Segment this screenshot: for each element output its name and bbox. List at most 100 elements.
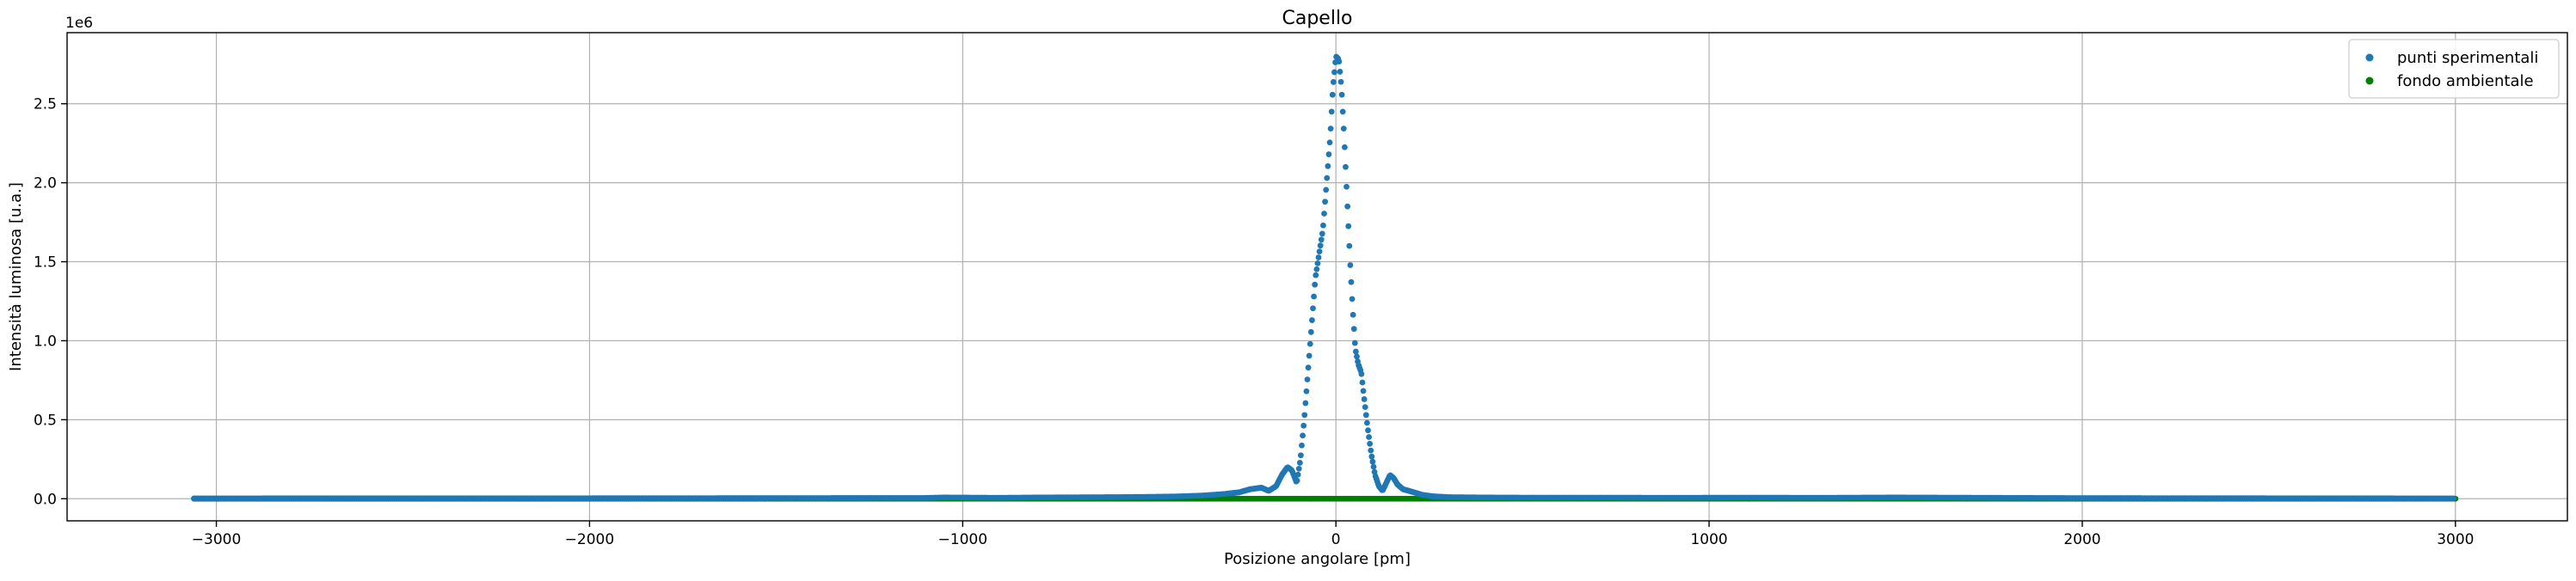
data-point-punti-sperimentali — [1305, 364, 1312, 371]
data-point-punti-sperimentali — [1330, 79, 1337, 85]
data-point-punti-sperimentali — [1301, 412, 1308, 419]
data-point-punti-sperimentali — [1341, 144, 1348, 150]
data-point-punti-sperimentali — [1325, 151, 1332, 157]
data-point-punti-sperimentali — [1337, 78, 1344, 85]
data-point-punti-sperimentali — [1294, 471, 1301, 478]
data-point-punti-sperimentali — [1306, 352, 1313, 359]
data-point-punti-sperimentali — [1307, 328, 1314, 335]
data-point-punti-sperimentali — [1362, 412, 1369, 419]
data-point-punti-sperimentali — [1359, 379, 1366, 386]
data-point-punti-sperimentali — [1331, 69, 1337, 76]
data-point-punti-sperimentali — [1346, 242, 1353, 249]
data-point-punti-sperimentali — [1325, 162, 1331, 169]
data-point-punti-sperimentali — [1309, 317, 1315, 323]
data-point-punti-sperimentali — [1362, 404, 1368, 411]
plot-frame — [66, 32, 2568, 522]
data-point-punti-sperimentali — [1313, 266, 1320, 272]
data-point-punti-sperimentali — [1314, 260, 1321, 266]
legend: punti sperimentali fondo ambientale — [2348, 39, 2560, 99]
data-point-punti-sperimentali — [1326, 139, 1333, 146]
data-point-punti-sperimentali — [1318, 236, 1325, 243]
y-tick-label: 1.5 — [34, 254, 57, 272]
legend-marker-fondo-ambientale — [2365, 76, 2374, 85]
tick-layer: −3000 −2000 −1000 0 1000 2000 3000 0.0 0.5 1.0 1.5… — [34, 96, 2475, 548]
data-point-punti-sperimentali — [1322, 199, 1329, 205]
data-point-punti-sperimentali — [1364, 419, 1370, 426]
data-layer — [191, 53, 2459, 502]
data-point-punti-sperimentali — [1323, 187, 1330, 193]
data-point-punti-sperimentali — [1369, 458, 1376, 465]
data-point-punti-sperimentali — [1370, 463, 1377, 470]
data-point-punti-sperimentali — [1296, 460, 1303, 466]
data-point-punti-sperimentali — [1368, 447, 1374, 454]
y-tick-label: 0.5 — [34, 412, 57, 429]
data-point-punti-sperimentali — [1300, 422, 1307, 429]
data-point-punti-sperimentali — [1361, 396, 1368, 402]
data-point-punti-sperimentali — [1310, 305, 1316, 312]
data-point-punti-sperimentali — [1303, 388, 1310, 394]
y-tick-label: 2.5 — [34, 96, 57, 113]
data-point-punti-sperimentali — [1313, 272, 1319, 278]
data-point-punti-sperimentali — [1315, 254, 1322, 260]
data-point-punti-sperimentali — [1337, 69, 1343, 75]
legend-marker-punti-sperimentali — [2365, 53, 2374, 62]
data-point-punti-sperimentali — [1294, 477, 1300, 484]
data-point-punti-sperimentali — [1339, 108, 1346, 115]
data-point-punti-sperimentali — [1343, 163, 1349, 170]
grid-layer — [67, 33, 2567, 521]
y-axis-label: Intensità luminosa [u.a.] — [7, 182, 25, 371]
data-point-punti-sperimentali — [1354, 353, 1360, 360]
data-point-punti-sperimentali — [1351, 339, 1358, 346]
x-tick-label: −3000 — [192, 531, 242, 548]
legend-label-fondo-ambientale: fondo ambientale — [2397, 72, 2534, 90]
data-point-punti-sperimentali — [2450, 495, 2457, 502]
data-point-punti-sperimentali — [1360, 388, 1367, 394]
data-point-punti-sperimentali — [1344, 203, 1351, 210]
data-point-punti-sperimentali — [1299, 442, 1305, 449]
data-point-punti-sperimentali — [1349, 311, 1356, 318]
x-tick-label: 1000 — [1690, 531, 1727, 548]
data-point-punti-sperimentali — [1316, 248, 1323, 254]
data-point-punti-sperimentali — [1329, 91, 1336, 98]
data-point-punti-sperimentali — [1300, 432, 1306, 439]
data-point-punti-sperimentali — [1311, 293, 1317, 300]
x-tick-label: 0 — [1331, 531, 1341, 548]
x-tick-label: 3000 — [2437, 531, 2474, 548]
data-point-punti-sperimentali — [1365, 427, 1371, 434]
data-point-punti-sperimentali — [1319, 230, 1325, 237]
data-point-punti-sperimentali — [1324, 174, 1331, 181]
data-point-punti-sperimentali — [1306, 340, 1313, 347]
data-point-punti-sperimentali — [1345, 223, 1352, 229]
data-point-punti-sperimentali — [1343, 183, 1349, 190]
data-point-punti-sperimentali — [1327, 125, 1334, 132]
y-axis-offset-label: 1e6 — [65, 15, 93, 32]
data-point-punti-sperimentali — [1295, 465, 1302, 472]
data-point-punti-sperimentali — [1340, 125, 1347, 132]
data-point-punti-sperimentali — [1349, 296, 1356, 303]
legend-box — [2348, 39, 2560, 99]
y-tick-label: 1.0 — [34, 333, 57, 350]
data-point-punti-sperimentali — [1336, 58, 1343, 65]
data-point-punti-sperimentali — [1347, 262, 1354, 268]
x-tick-label: −1000 — [938, 531, 988, 548]
x-tick-label: −2000 — [565, 531, 615, 548]
data-point-punti-sperimentali — [1320, 222, 1326, 229]
data-point-punti-sperimentali — [1321, 211, 1327, 217]
legend-label-punti-sperimentali: punti sperimentali — [2397, 49, 2538, 67]
data-point-punti-sperimentali — [1317, 242, 1324, 249]
data-point-punti-sperimentali — [1304, 376, 1311, 382]
data-point-punti-sperimentali — [1328, 108, 1335, 115]
data-point-punti-sperimentali — [1367, 440, 1374, 447]
data-point-punti-sperimentali — [1366, 434, 1372, 440]
data-point-punti-sperimentali — [1302, 400, 1309, 407]
data-point-punti-sperimentali — [1338, 91, 1345, 98]
data-point-punti-sperimentali — [1350, 326, 1357, 333]
y-tick-label: 0.0 — [34, 491, 57, 508]
y-tick-label: 2.0 — [34, 175, 57, 193]
data-point-punti-sperimentali — [1358, 370, 1365, 377]
data-point-punti-sperimentali — [1348, 278, 1355, 285]
data-point-punti-sperimentali — [1312, 281, 1319, 288]
x-tick-label: 2000 — [2063, 531, 2100, 548]
